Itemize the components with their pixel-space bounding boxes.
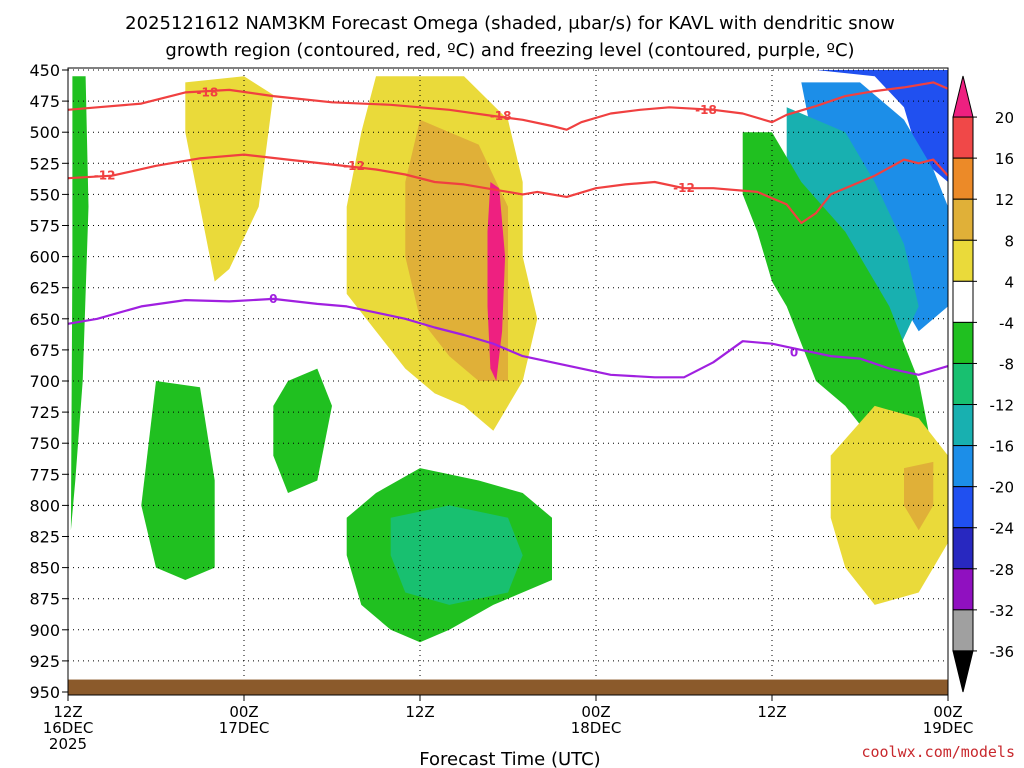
colorbar-label: -24 — [990, 520, 1015, 538]
plot-area: -18 -18 -18 -12 -12 -12 0 0 — [67, 67, 949, 696]
terrain-ground — [68, 679, 948, 695]
y-tick-label: 900 — [29, 621, 60, 640]
colorbar-swatch — [952, 404, 974, 447]
omega-shading — [70, 70, 948, 643]
contour--18 — [67, 81, 949, 131]
x-tick-label: 12Z — [53, 703, 82, 721]
y-tick-label: 750 — [29, 434, 60, 453]
colorbar-label: 8 — [1004, 232, 1014, 250]
x-tick-label: 19DEC — [923, 719, 974, 737]
chart-title-line1: 2025121612 NAM3KM Forecast Omega (shaded… — [125, 13, 895, 34]
shade-sinking-left-mid — [273, 368, 332, 493]
y-tick-label: 550 — [29, 185, 60, 204]
colorbar-label: 12 — [995, 191, 1014, 209]
colorbar-label: -8 — [999, 355, 1014, 373]
x-tick-label: 12Z — [757, 703, 786, 721]
shade-descent-right-green — [742, 132, 934, 481]
shade-upward-lower-right — [830, 405, 948, 605]
y-tick-label: 800 — [29, 496, 60, 515]
y-tick-label: 525 — [29, 154, 60, 173]
shade-sinking-lower-teal — [390, 505, 523, 605]
colorbar-swatch — [952, 198, 974, 241]
y-tick-label: 500 — [29, 123, 60, 142]
colorbar-swatch — [952, 321, 974, 364]
contour--12 — [67, 153, 949, 225]
colorbar-label: -32 — [990, 602, 1015, 620]
shade-sinking-lower-left — [141, 381, 215, 580]
x-tick-label: 00Z — [229, 703, 258, 721]
colorbar-swatch — [952, 445, 974, 488]
colorbar-label: 20 — [995, 109, 1014, 127]
y-tick-label: 700 — [29, 372, 60, 391]
contour-label: -18 — [490, 109, 512, 123]
shade-weak-rise-left — [70, 76, 89, 531]
contour-label: -18 — [196, 85, 218, 99]
colorbar-swatch — [952, 568, 974, 611]
colorbar-swatch — [952, 486, 974, 529]
colorbar-label: 16 — [995, 150, 1014, 168]
colorbar-swatch — [952, 527, 974, 570]
colorbar-label: -36 — [990, 643, 1015, 661]
x-tick-label: 16DEC — [43, 719, 94, 737]
y-tick-label: 600 — [29, 248, 60, 267]
x-tick-label: 00Z — [581, 703, 610, 721]
y-tick-label: 775 — [29, 465, 60, 484]
colorbar-swatch — [952, 362, 974, 406]
y-tick-label: 650 — [29, 310, 60, 329]
contour-label: -12 — [343, 159, 365, 173]
y-tick-label: 925 — [29, 652, 60, 671]
colorbar-label: 4 — [1004, 273, 1014, 291]
y-tick-label: 475 — [29, 92, 60, 111]
y-tick-label: 825 — [29, 528, 60, 547]
y-tick-label: 675 — [29, 341, 60, 360]
colorbar-swatch — [952, 116, 974, 159]
x-tick-label: 18DEC — [571, 719, 622, 737]
y-tick-label: 850 — [29, 559, 60, 578]
colorbar-label: -20 — [990, 479, 1015, 497]
y-tick-label: 875 — [29, 590, 60, 609]
colorbar-swatch — [952, 239, 974, 282]
contour-label: -12 — [673, 181, 695, 195]
colorbar: 20 16 12 8 4 -4 -8 -12 -16 -20 -24 -28 -32 -36 — [952, 75, 1015, 693]
y-tick-label: 625 — [29, 279, 60, 298]
shade-upward-motion-orange — [405, 119, 508, 382]
colorbar-swatch — [952, 609, 974, 652]
credit-text: coolwx.com/models — [861, 743, 1015, 761]
shade-descent-right-upper — [816, 70, 948, 182]
colorbar-swatch — [952, 157, 974, 200]
x-tick-label: 2025 — [49, 735, 87, 753]
contour-label: -12 — [94, 169, 116, 183]
colorbar-label: -4 — [999, 314, 1014, 332]
colorbar-label: -12 — [990, 397, 1015, 415]
colorbar-bottom-triangle — [952, 650, 974, 693]
chart-title-line2: growth region (contoured, red, ºC) and f… — [165, 40, 854, 61]
y-axis: 450 475 500 525 550 575 600 625 650 675 700 725 750 7… — [29, 61, 68, 702]
shade-upward-motion-core — [487, 182, 506, 381]
y-tick-label: 725 — [29, 403, 60, 422]
gridlines — [67, 69, 949, 693]
shade-upward-motion-upper — [185, 76, 274, 282]
shade-upward-lower-right-orange — [904, 461, 934, 531]
contour-label: 0 — [790, 345, 798, 359]
y-tick-label: 575 — [29, 217, 60, 236]
contour-0 — [67, 297, 949, 379]
colorbar-top-triangle — [952, 75, 974, 118]
contour-label: 0 — [269, 292, 277, 306]
colorbar-label: -16 — [990, 438, 1015, 456]
x-tick-label: 17DEC — [219, 719, 270, 737]
x-tick-label: 12Z — [405, 703, 434, 721]
contours: -18 -18 -18 -12 -12 -12 0 0 — [67, 81, 949, 379]
contour-label: -18 — [695, 103, 717, 117]
x-axis-label: Forecast Time (UTC) — [419, 749, 600, 768]
y-tick-label: 450 — [29, 61, 60, 80]
colorbar-label: -28 — [990, 561, 1015, 579]
x-tick-label: 00Z — [933, 703, 962, 721]
y-tick-label: 950 — [29, 683, 60, 702]
colorbar-swatch — [952, 280, 974, 323]
